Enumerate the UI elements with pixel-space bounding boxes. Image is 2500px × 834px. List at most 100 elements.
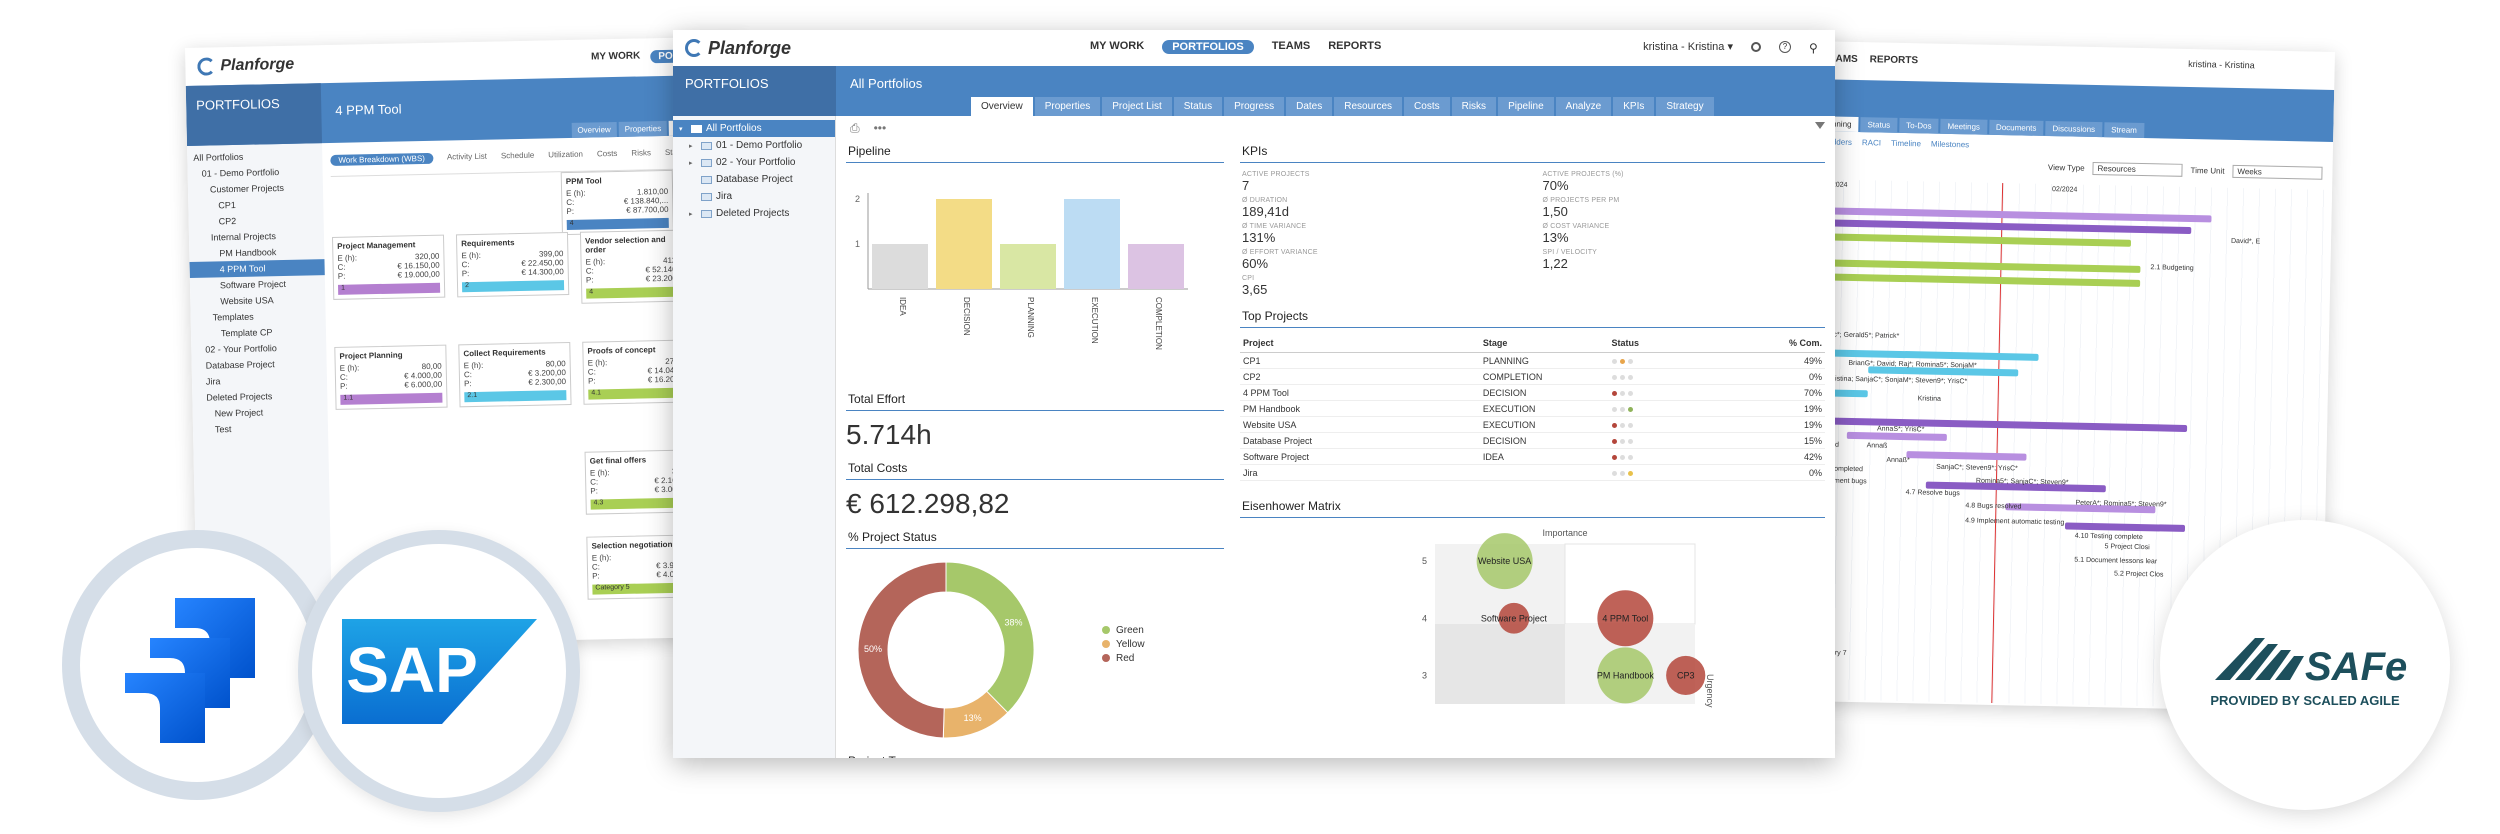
project-name-cell[interactable]: Database Project — [1240, 432, 1480, 449]
wl-tab[interactable]: Overview — [571, 121, 617, 138]
pipeline-bar[interactable] — [1128, 244, 1184, 289]
table-row[interactable]: Jira 0% — [1240, 464, 1825, 481]
table-header-cell[interactable]: % Com. — [1725, 334, 1825, 353]
time-unit-select[interactable]: Weeks — [2232, 164, 2323, 180]
gantt-bar[interactable] — [1906, 451, 2027, 461]
nav-reports[interactable]: REPORTS — [1328, 40, 1382, 52]
expand-caret-icon[interactable]: ▸ — [689, 210, 693, 218]
wbs-card[interactable]: PPM Tool E (h): 1.810,00 C: € 138.840,... P: €… — [560, 169, 674, 236]
wr-nav-reports[interactable]: REPORTS — [1869, 54, 1919, 67]
main-logo[interactable]: Planforge — [685, 38, 791, 59]
expand-caret-icon[interactable]: ▸ — [689, 159, 693, 167]
wbs-card[interactable]: Requirements E (h): 399,00 C: € 22.450,00 P: €… — [455, 232, 570, 298]
wl-view-tab[interactable]: Utilization — [548, 149, 584, 160]
more-icon[interactable]: ••• — [873, 121, 887, 135]
table-row[interactable]: CP1 PLANNING 49% — [1240, 352, 1825, 369]
project-name-cell[interactable]: CP1 — [1240, 352, 1480, 369]
project-name-cell[interactable]: PM Handbook — [1240, 400, 1480, 417]
gantt-bar[interactable] — [1808, 349, 2039, 361]
project-name-cell[interactable]: Jira — [1240, 464, 1480, 481]
tab-risks[interactable]: Risks — [1451, 97, 1497, 116]
tab-analyze[interactable]: Analyze — [1555, 97, 1612, 116]
tab-status[interactable]: Status — [1173, 97, 1223, 116]
project-name-cell[interactable]: 4 PPM Tool — [1240, 384, 1480, 401]
wr-subtab[interactable]: Timeline — [1890, 138, 1922, 149]
table-row[interactable]: Website USA EXECUTION 19% — [1240, 416, 1825, 433]
tab-dates[interactable]: Dates — [1286, 97, 1333, 116]
donut-slice[interactable] — [857, 561, 947, 739]
wl-tab[interactable]: Properties — [618, 120, 668, 137]
wr-tab[interactable]: To-Dos — [1899, 117, 1939, 134]
table-row[interactable]: 4 PPM Tool DECISION 70% — [1240, 384, 1825, 401]
help-icon[interactable]: ? — [1779, 40, 1791, 53]
table-header-cell[interactable]: Project — [1240, 334, 1480, 353]
matrix-bubble[interactable] — [1498, 602, 1530, 634]
wr-subtab[interactable]: Milestones — [1930, 139, 1970, 150]
tree-item[interactable]: ▾ All Portfolios — [673, 120, 835, 137]
wr-tab[interactable]: Discussions — [2045, 120, 2103, 138]
tab-pipeline[interactable]: Pipeline — [1498, 97, 1554, 116]
tree-item[interactable]: ▸ Deleted Projects — [673, 205, 835, 222]
tree-item[interactable]: Jira — [673, 188, 835, 205]
table-row[interactable]: PM Handbook EXECUTION 19% — [1240, 400, 1825, 417]
pipeline-bar[interactable] — [1000, 244, 1056, 289]
gantt-bar[interactable] — [1810, 273, 2141, 287]
wl-view-tab[interactable]: Schedule — [500, 150, 535, 161]
pipeline-bar[interactable] — [936, 199, 992, 289]
tab-progress[interactable]: Progress — [1224, 97, 1285, 116]
gantt-bar[interactable] — [1846, 431, 1947, 441]
wr-tab[interactable]: Stream — [2103, 122, 2145, 139]
expand-caret-icon[interactable]: ▸ — [689, 142, 693, 150]
table-row[interactable]: Database Project DECISION 15% — [1240, 432, 1825, 449]
pipeline-bar[interactable] — [872, 244, 928, 289]
wl-view-tab[interactable]: Activity List — [446, 151, 487, 162]
nav-portfolios[interactable]: PORTFOLIOS — [1162, 40, 1254, 54]
gantt-bar[interactable] — [1810, 259, 2141, 273]
tree-item[interactable]: ▸ 01 - Demo Portfolio — [673, 137, 835, 154]
user-menu[interactable]: kristina - Kristina ▾ — [1643, 41, 1733, 53]
project-name-cell[interactable]: Website USA — [1240, 416, 1480, 433]
wl-nav-my-work[interactable]: MY WORK — [590, 50, 641, 63]
wl-tree-item[interactable]: Test — [214, 424, 232, 435]
zoom-icon[interactable]: ⚲ — [1809, 40, 1818, 55]
nav-teams[interactable]: TEAMS — [1271, 40, 1311, 52]
wr-user-menu[interactable]: kristina - Kristina — [2188, 58, 2255, 71]
tree-item[interactable]: ▸ 02 - Your Portfolio — [673, 154, 835, 171]
wr-tab[interactable]: Meetings — [1940, 118, 1988, 135]
gantt-bar[interactable] — [1810, 233, 2132, 247]
project-name-cell[interactable]: Software Project — [1240, 448, 1480, 465]
matrix-bubble[interactable] — [1597, 647, 1654, 704]
wr-tab[interactable]: Documents — [1988, 119, 2044, 136]
wbs-card[interactable]: Collect Requirements E (h): 80,00 C: € 3.200… — [458, 341, 572, 408]
expand-caret-icon[interactable]: ▾ — [679, 125, 683, 133]
wbs-card[interactable]: Project Management E (h): 320,00 C: € 16.150… — [331, 234, 446, 300]
table-header-cell[interactable]: Stage — [1479, 334, 1609, 353]
filter-icon[interactable] — [1815, 122, 1825, 132]
wr-subtab[interactable]: RACI — [1861, 138, 1882, 148]
matrix-bubble[interactable] — [1597, 590, 1654, 647]
pipeline-bar[interactable] — [1064, 199, 1120, 289]
tab-resources[interactable]: Resources — [1334, 97, 1403, 116]
tree-item[interactable]: Database Project — [673, 171, 835, 188]
wr-tab[interactable]: Status — [1860, 117, 1898, 133]
search-icon[interactable] — [1751, 41, 1761, 52]
matrix-bubble[interactable] — [1476, 533, 1533, 590]
project-name-cell[interactable]: CP2 — [1240, 368, 1480, 385]
wl-view-tab[interactable]: Risks — [631, 148, 652, 158]
matrix-bubble[interactable] — [1666, 655, 1706, 696]
tab-overview[interactable]: Overview — [971, 97, 1033, 116]
tab-strategy[interactable]: Strategy — [1656, 97, 1714, 116]
wl-view-tab[interactable]: Costs — [596, 148, 618, 159]
view-type-select[interactable]: Resources — [2092, 161, 2183, 177]
tab-project-list[interactable]: Project List — [1102, 97, 1172, 116]
wbs-card[interactable]: Project Planning E (h): 80,00 C: € 4.000,00 P… — [334, 344, 448, 410]
tab-costs[interactable]: Costs — [1404, 97, 1450, 116]
table-row[interactable]: Software Project IDEA 42% — [1240, 448, 1825, 465]
table-row[interactable]: CP2 COMPLETION 0% — [1240, 368, 1825, 385]
table-header-cell[interactable]: Status — [1608, 334, 1726, 353]
tab-properties[interactable]: Properties — [1034, 97, 1101, 116]
tab-kpis[interactable]: KPIs — [1613, 97, 1655, 116]
wl-view-tab[interactable]: Work Breakdown (WBS) — [330, 152, 434, 166]
donut-slice[interactable] — [945, 561, 1035, 714]
print-icon[interactable]: ⎙ — [850, 120, 860, 135]
